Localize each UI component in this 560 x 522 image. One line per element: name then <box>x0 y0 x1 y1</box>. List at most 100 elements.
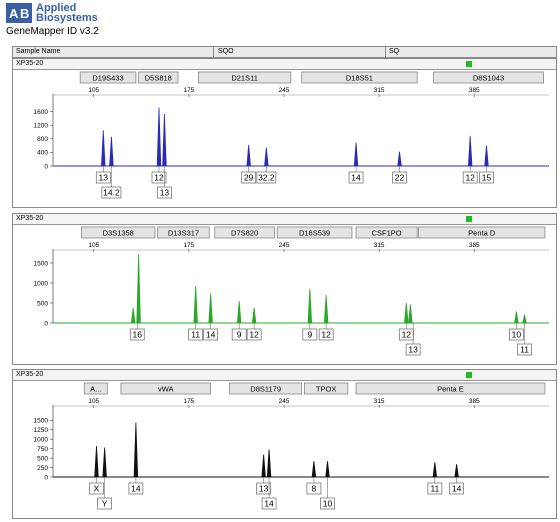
allele-box[interactable] <box>320 497 335 510</box>
allele-box[interactable] <box>306 482 322 495</box>
locus-label: D13S317 <box>168 229 199 238</box>
locus-bin[interactable] <box>418 226 546 239</box>
allele-box[interactable] <box>256 482 271 495</box>
y-tick-label: 500 <box>37 455 48 462</box>
locus-bin[interactable] <box>81 226 156 239</box>
locus-label: D16S539 <box>299 229 330 238</box>
allele-box[interactable] <box>89 482 104 495</box>
x-tick-label: 315 <box>374 242 385 249</box>
column-sq[interactable]: SQ <box>389 48 400 55</box>
allele-label: 29 <box>244 173 254 183</box>
allele-box[interactable] <box>101 186 122 199</box>
trace-peak <box>109 136 114 167</box>
allele-box[interactable] <box>509 328 524 341</box>
column-sqo[interactable]: SQO <box>218 48 234 55</box>
panel-sample-title: XP35-20 <box>16 371 44 378</box>
locus-label: D19S433 <box>92 74 123 83</box>
panel-titlebar: XP35-20 <box>13 59 556 70</box>
allele-label: 14 <box>264 499 274 509</box>
y-tick-label: 1500 <box>34 418 49 425</box>
allele-box[interactable] <box>188 328 204 341</box>
allele-box[interactable] <box>151 171 167 184</box>
allele-box[interactable] <box>479 171 494 184</box>
locus-bin[interactable] <box>83 382 108 395</box>
allele-box[interactable] <box>261 497 277 510</box>
locus-label: D18S51 <box>346 74 373 83</box>
status-indicator <box>466 216 472 222</box>
allele-box[interactable] <box>302 328 318 341</box>
electropherogram-chart: D19S433 D5S818 D21S11 D18S51 D8S1043 105 175 24… <box>34 71 549 199</box>
allele-label: 32.2 <box>258 173 275 183</box>
locus-label: CSF1PO <box>372 229 402 238</box>
allele-label: Y <box>102 499 108 509</box>
trace-peak <box>136 254 141 324</box>
allele-label: 13 <box>408 345 418 355</box>
logo-text: Applied Biosystems <box>36 3 98 24</box>
column-sample-name[interactable]: Sample Name <box>16 48 61 55</box>
allele-box[interactable] <box>256 171 277 184</box>
x-tick-label: 315 <box>374 87 385 94</box>
allele-label: 14 <box>351 173 361 183</box>
trace-peak <box>101 130 106 167</box>
allele-box[interactable] <box>157 186 172 199</box>
allele-box[interactable] <box>95 171 111 184</box>
locus-bin[interactable] <box>120 382 212 395</box>
y-tick-label: 750 <box>37 446 48 453</box>
allele-box[interactable] <box>449 482 464 495</box>
x-tick-label: 105 <box>88 87 99 94</box>
locus-bin[interactable] <box>138 71 179 84</box>
locus-bin[interactable] <box>301 71 418 84</box>
electropherogram-panel-blue: XP35-20 D19S433 D5S818 D21S11 D18S51 D8S1043… <box>12 58 557 208</box>
electropherogram-chart: D3S1358 D13S317 D7S820 D16S539 CSF1PO Penta D… <box>34 226 549 356</box>
trace-peak <box>408 304 413 324</box>
status-indicator <box>466 61 472 67</box>
locus-bin[interactable] <box>355 226 418 239</box>
sample-table-header: Sample Name SQO SQ <box>12 46 557 58</box>
allele-box[interactable] <box>462 171 478 184</box>
locus-bin[interactable] <box>157 226 210 239</box>
panel-sample-title: XP35-20 <box>16 215 44 222</box>
locus-bin[interactable] <box>229 382 303 395</box>
trace-peak <box>432 462 438 478</box>
x-tick-label: 105 <box>88 398 99 405</box>
allele-label: 14.2 <box>103 188 120 198</box>
trace-peak <box>130 307 136 324</box>
allele-box[interactable] <box>392 171 407 184</box>
y-tick-label: 1000 <box>34 437 49 444</box>
x-tick-label: 385 <box>469 398 480 405</box>
locus-bin[interactable] <box>214 226 275 239</box>
allele-label: 11 <box>191 330 200 340</box>
allele-label: 13 <box>99 173 109 183</box>
trace-peak <box>102 447 107 478</box>
y-tick-label: 0 <box>44 474 48 481</box>
x-tick-label: 315 <box>374 398 385 405</box>
allele-box[interactable] <box>517 343 532 356</box>
y-tick-label: 500 <box>37 300 48 307</box>
trace-peak <box>323 294 329 324</box>
allele-box[interactable] <box>241 171 257 184</box>
allele-label: 14 <box>452 484 462 494</box>
allele-box[interactable] <box>129 328 145 341</box>
allele-box[interactable] <box>128 482 144 495</box>
allele-box[interactable] <box>427 482 443 495</box>
locus-bin[interactable] <box>303 382 349 395</box>
allele-box[interactable] <box>97 497 112 510</box>
allele-label: 12 <box>154 173 164 183</box>
allele-box[interactable] <box>203 328 218 341</box>
allele-box[interactable] <box>231 328 247 341</box>
allele-box[interactable] <box>405 343 421 356</box>
allele-label: 12 <box>465 173 475 183</box>
locus-bin[interactable] <box>355 382 546 395</box>
trace-peak <box>208 293 213 324</box>
locus-bin[interactable] <box>198 71 292 84</box>
locus-bin[interactable] <box>276 226 353 239</box>
x-tick-label: 175 <box>183 398 194 405</box>
allele-box[interactable] <box>246 328 262 341</box>
allele-box[interactable] <box>318 328 334 341</box>
trace-peak <box>261 454 266 478</box>
allele-box[interactable] <box>348 171 364 184</box>
locus-bin[interactable] <box>433 71 544 84</box>
locus-bin[interactable] <box>79 71 137 84</box>
trace-peak <box>94 445 99 478</box>
locus-label: D3S1358 <box>103 229 134 238</box>
